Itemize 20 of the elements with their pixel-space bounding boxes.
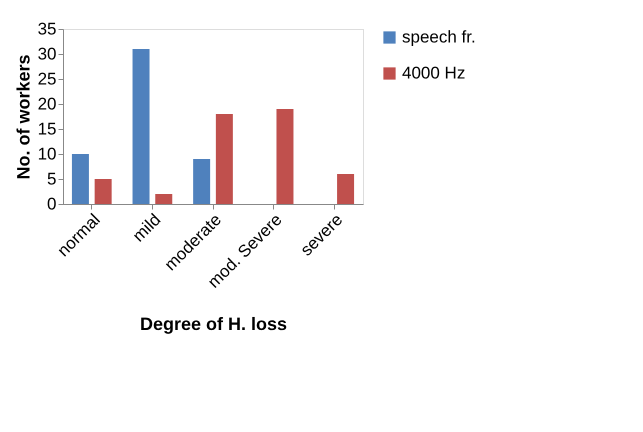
y-tick-label: 35 — [38, 20, 56, 38]
bar — [216, 114, 233, 204]
bar — [337, 174, 354, 204]
bar — [155, 194, 172, 204]
bar — [94, 179, 112, 204]
y-tick-label: 30 — [38, 44, 56, 64]
y-axis-title: No. of workers — [14, 54, 34, 180]
y-tick-label: 15 — [38, 120, 56, 138]
y-tick-label: 10 — [38, 144, 56, 164]
bar — [72, 154, 89, 204]
bar — [276, 109, 294, 204]
bar — [132, 49, 150, 204]
y-tick-label: 0 — [47, 194, 56, 214]
y-tick-label: 20 — [38, 94, 56, 114]
bar — [193, 159, 210, 204]
legend-label: speech fr. — [402, 28, 476, 46]
y-tick-label: 5 — [47, 170, 56, 188]
x-axis-title: Degree of H. loss — [140, 314, 288, 334]
y-tick-label: 25 — [38, 70, 56, 88]
legend-label: 4000 Hz — [402, 64, 466, 82]
